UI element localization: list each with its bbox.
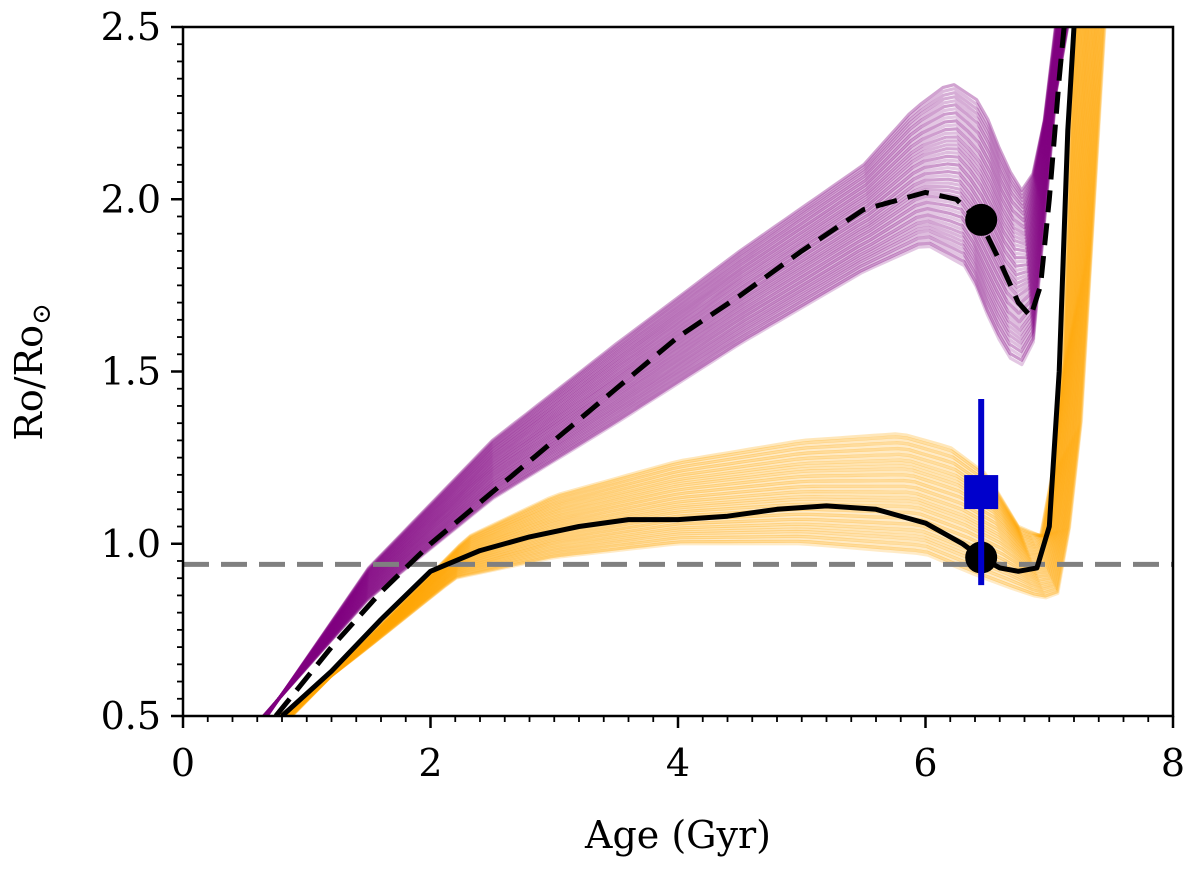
ensemble-track [262,27,1068,716]
ensemble-track [283,27,1094,716]
ensemble-track [290,27,1078,716]
ensemble-track [288,27,1082,716]
ensemble-track [264,27,1061,716]
ensemble-track [288,27,1081,716]
ensemble-track [265,27,1058,716]
ensemble-track [265,27,1058,716]
ensemble-track [278,27,1107,716]
ensemble-track [285,27,1090,716]
ensemble-track [284,27,1093,716]
ensemble-track [284,27,1092,716]
plot-area [183,27,1173,716]
ensemble-track [265,27,1059,716]
ensemble-track [264,27,1062,716]
observed-square-marker [964,475,999,510]
ensemble-track [290,27,1077,716]
y-tick-label: 2.5 [101,5,161,49]
ensemble-track [263,27,1065,716]
ensemble-track [288,27,1081,716]
ensemble-track [262,27,1067,716]
ensemble-track [284,27,1091,716]
ensemble-track [278,27,1106,716]
ensemble-track [289,27,1080,716]
ensemble-track [287,27,1085,716]
ensemble-track [265,27,1058,716]
ensemble-track [264,27,1062,716]
markers [964,203,999,586]
ensemble-track [262,27,1068,716]
ensemble-track [286,27,1087,716]
ensemble-purple [262,27,1070,716]
ensemble-track [265,27,1057,716]
y-axis-label: Ro/Ro⊙ [7,303,57,441]
ensemble-orange [278,27,1107,716]
ensemble-track [265,27,1059,716]
ensemble-track [262,27,1069,716]
ensemble-track [280,27,1102,716]
ensemble-track [263,27,1065,716]
ensemble-track [285,27,1089,716]
ensemble-track [265,27,1059,716]
ensemble-track [263,27,1067,716]
ensemble-track [264,27,1062,716]
ensemble-track [265,27,1060,716]
median-purple-track [273,27,1067,716]
ensemble-track [265,27,1060,716]
ensemble-track [262,27,1069,716]
ensemble-track [280,27,1103,716]
ensemble-track [265,27,1059,716]
ensemble-track [264,27,1061,716]
ensemble-track [288,27,1083,716]
ensemble-track [290,27,1076,716]
ensemble-track [280,27,1102,716]
x-tick-label: 2 [418,741,442,785]
ensemble-track [286,27,1087,716]
ensemble-track [264,27,1063,716]
ensemble-track [285,27,1090,716]
ensemble-track [282,27,1096,716]
y-axis-label-main: Ro/Ro [7,325,51,441]
ensemble-track [286,27,1086,716]
y-axis-label-subscript: ⊙ [27,303,57,325]
ensemble-track [289,27,1078,716]
median-tracks [273,27,1077,716]
ensemble-track [264,27,1061,716]
ensemble-track [283,27,1096,716]
y-tick-label: 0.5 [101,694,161,738]
ensemble-track [263,27,1065,716]
ensemble-track [263,27,1064,716]
ensemble-track [287,27,1084,716]
y-tick-label: 2.0 [101,177,161,221]
purple-model-point [965,203,998,236]
y-tick-label: 1.5 [101,350,161,394]
ensemble-track [263,27,1064,716]
x-tick-label: 6 [913,741,937,785]
ensemble-track [279,27,1104,716]
ensemble-track [265,27,1060,716]
ensemble-track [262,27,1068,716]
ensemble-track [289,27,1079,716]
ensemble-track [283,27,1093,716]
ensemble-track [262,27,1069,716]
median-orange-track [280,27,1077,716]
x-tick-label: 8 [1161,741,1185,785]
x-axis-label: Age (Gyr) [584,813,771,857]
x-tick-label: 0 [171,741,195,785]
ensemble-track [264,27,1062,716]
ensemble-track [263,27,1065,716]
axis-ticks: 0 2 4 6 8 0.5 1.0 1.5 2.0 2.5 [101,5,1186,785]
ensemble-track [264,27,1061,716]
ensemble-track [262,27,1068,716]
ensemble-track [287,27,1084,716]
x-tick-label: 4 [666,741,690,785]
ensemble-track [286,27,1088,716]
y-tick-label: 1.0 [101,522,161,566]
ensemble-track [283,27,1095,716]
